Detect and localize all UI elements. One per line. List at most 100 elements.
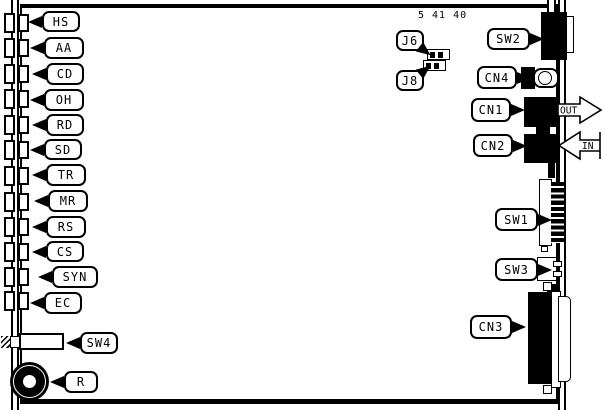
- sw3-tab: [553, 271, 562, 277]
- callout-pointer: [34, 195, 48, 207]
- jumper-pin: [434, 62, 439, 69]
- callout-pointer: [517, 71, 531, 84]
- callout-mr: MR: [34, 190, 88, 212]
- jumper-pin: [438, 51, 443, 58]
- callout-sw2: SW2: [487, 28, 544, 50]
- callout-pointer: [32, 221, 46, 233]
- callout-label-sw1: SW1: [504, 212, 529, 227]
- callout-label-sd: SD: [54, 142, 72, 157]
- cn3-dsub-shell: [558, 296, 571, 382]
- callout-aa: AA: [30, 37, 84, 59]
- led-window: [4, 115, 15, 135]
- callout-label-j6: J6: [401, 33, 419, 48]
- callout-syn: SYN: [38, 266, 98, 288]
- callout-pointer: [538, 263, 552, 276]
- callout-pointer: [38, 271, 52, 283]
- callout-hs: HS: [28, 11, 80, 32]
- callout-cn4: CN4: [477, 66, 531, 89]
- out-arrow-label: OUT: [560, 106, 577, 117]
- led-indicator: [18, 141, 29, 159]
- callout-cd: CD: [32, 63, 84, 85]
- callout-pointer: [30, 297, 44, 309]
- callout-pointer: [30, 143, 44, 156]
- speaker-ring: [13, 365, 46, 398]
- led-window: [4, 89, 15, 109]
- callout-pointer: [50, 376, 64, 388]
- callout-label-aa: AA: [55, 41, 73, 55]
- sw1-dip-switches: [551, 182, 564, 243]
- cn1-cn2-stem: [536, 127, 550, 134]
- callout-label-cs: CS: [56, 244, 74, 259]
- callout-label-cn3: CN3: [478, 320, 504, 334]
- led-window: [4, 13, 15, 33]
- callout-cn3: CN3: [470, 315, 526, 339]
- cn1-connector: [524, 97, 558, 127]
- callout-sw1: SW1: [495, 208, 552, 231]
- callout-pointer: [30, 94, 44, 106]
- callout-r: R: [50, 371, 98, 393]
- callout-label-ec: EC: [54, 296, 72, 310]
- callout-pointer: [32, 169, 46, 181]
- led-indicator: [18, 167, 29, 185]
- jumper-block-j6: [427, 49, 450, 60]
- callout-pointer: [32, 245, 46, 258]
- led-window: [4, 64, 15, 84]
- cn2-connector: [524, 134, 558, 163]
- callout-pointer: [530, 33, 544, 45]
- led-indicator: [18, 193, 29, 211]
- led-indicator: [18, 39, 29, 57]
- callout-cn1: CN1: [471, 98, 525, 122]
- callout-label-rs: RS: [57, 220, 75, 234]
- callout-pointer: [66, 337, 80, 349]
- callout-pointer: [513, 139, 527, 152]
- callout-sw4: SW4: [66, 332, 118, 354]
- in-arrow-label: IN: [582, 141, 594, 152]
- sw2-switch-body: [541, 12, 567, 60]
- callout-label-rd: RD: [56, 118, 74, 132]
- callout-pointer: [28, 15, 42, 28]
- callout-tr: TR: [32, 164, 86, 186]
- callout-oh: OH: [30, 89, 84, 111]
- cn3-connector-body: [528, 292, 552, 384]
- callout-label-mr: MR: [59, 194, 77, 208]
- callout-sd: SD: [30, 139, 82, 160]
- callout-label-sw3: SW3: [504, 262, 529, 277]
- sw4-switch-body: [19, 333, 64, 350]
- callout-label-j8: J8: [401, 73, 419, 88]
- in-arrow: IN: [557, 130, 601, 161]
- led-window: [4, 166, 15, 186]
- cn3-screw-bottom: [543, 385, 552, 394]
- callout-rs: RS: [32, 216, 86, 238]
- callout-label-hs: HS: [52, 14, 70, 29]
- callout-label-cn2: CN2: [480, 138, 506, 153]
- led-indicator: [18, 90, 29, 108]
- jumper-pin: [430, 51, 435, 58]
- callout-j8: J8: [396, 60, 435, 91]
- led-indicator: [18, 243, 29, 261]
- callout-j6: J6: [396, 30, 435, 61]
- speaker: [10, 362, 49, 401]
- led-window: [4, 217, 15, 237]
- led-indicator: [18, 116, 29, 134]
- callout-label-tr: TR: [57, 168, 75, 182]
- speaker-center: [23, 375, 36, 388]
- callout-pointer: [32, 119, 46, 131]
- led-window: [4, 267, 15, 287]
- callout-pointer: [32, 68, 46, 80]
- callout-pointer: [538, 213, 552, 226]
- callout-label-syn: SYN: [62, 270, 88, 284]
- edge-segment: [548, 161, 555, 178]
- panel-hatch: [1, 336, 10, 348]
- callout-pointer: [30, 42, 44, 54]
- led-window: [4, 192, 15, 212]
- cn3-screw-top: [543, 282, 552, 291]
- sw3-tab: [553, 261, 562, 267]
- led-window: [4, 140, 15, 160]
- callout-label-cn4: CN4: [484, 70, 510, 85]
- callout-cn2: CN2: [473, 134, 527, 157]
- callout-ec: EC: [30, 292, 82, 314]
- callout-sw3: SW3: [495, 258, 552, 281]
- callout-pointer: [511, 104, 525, 116]
- led-window: [4, 242, 15, 262]
